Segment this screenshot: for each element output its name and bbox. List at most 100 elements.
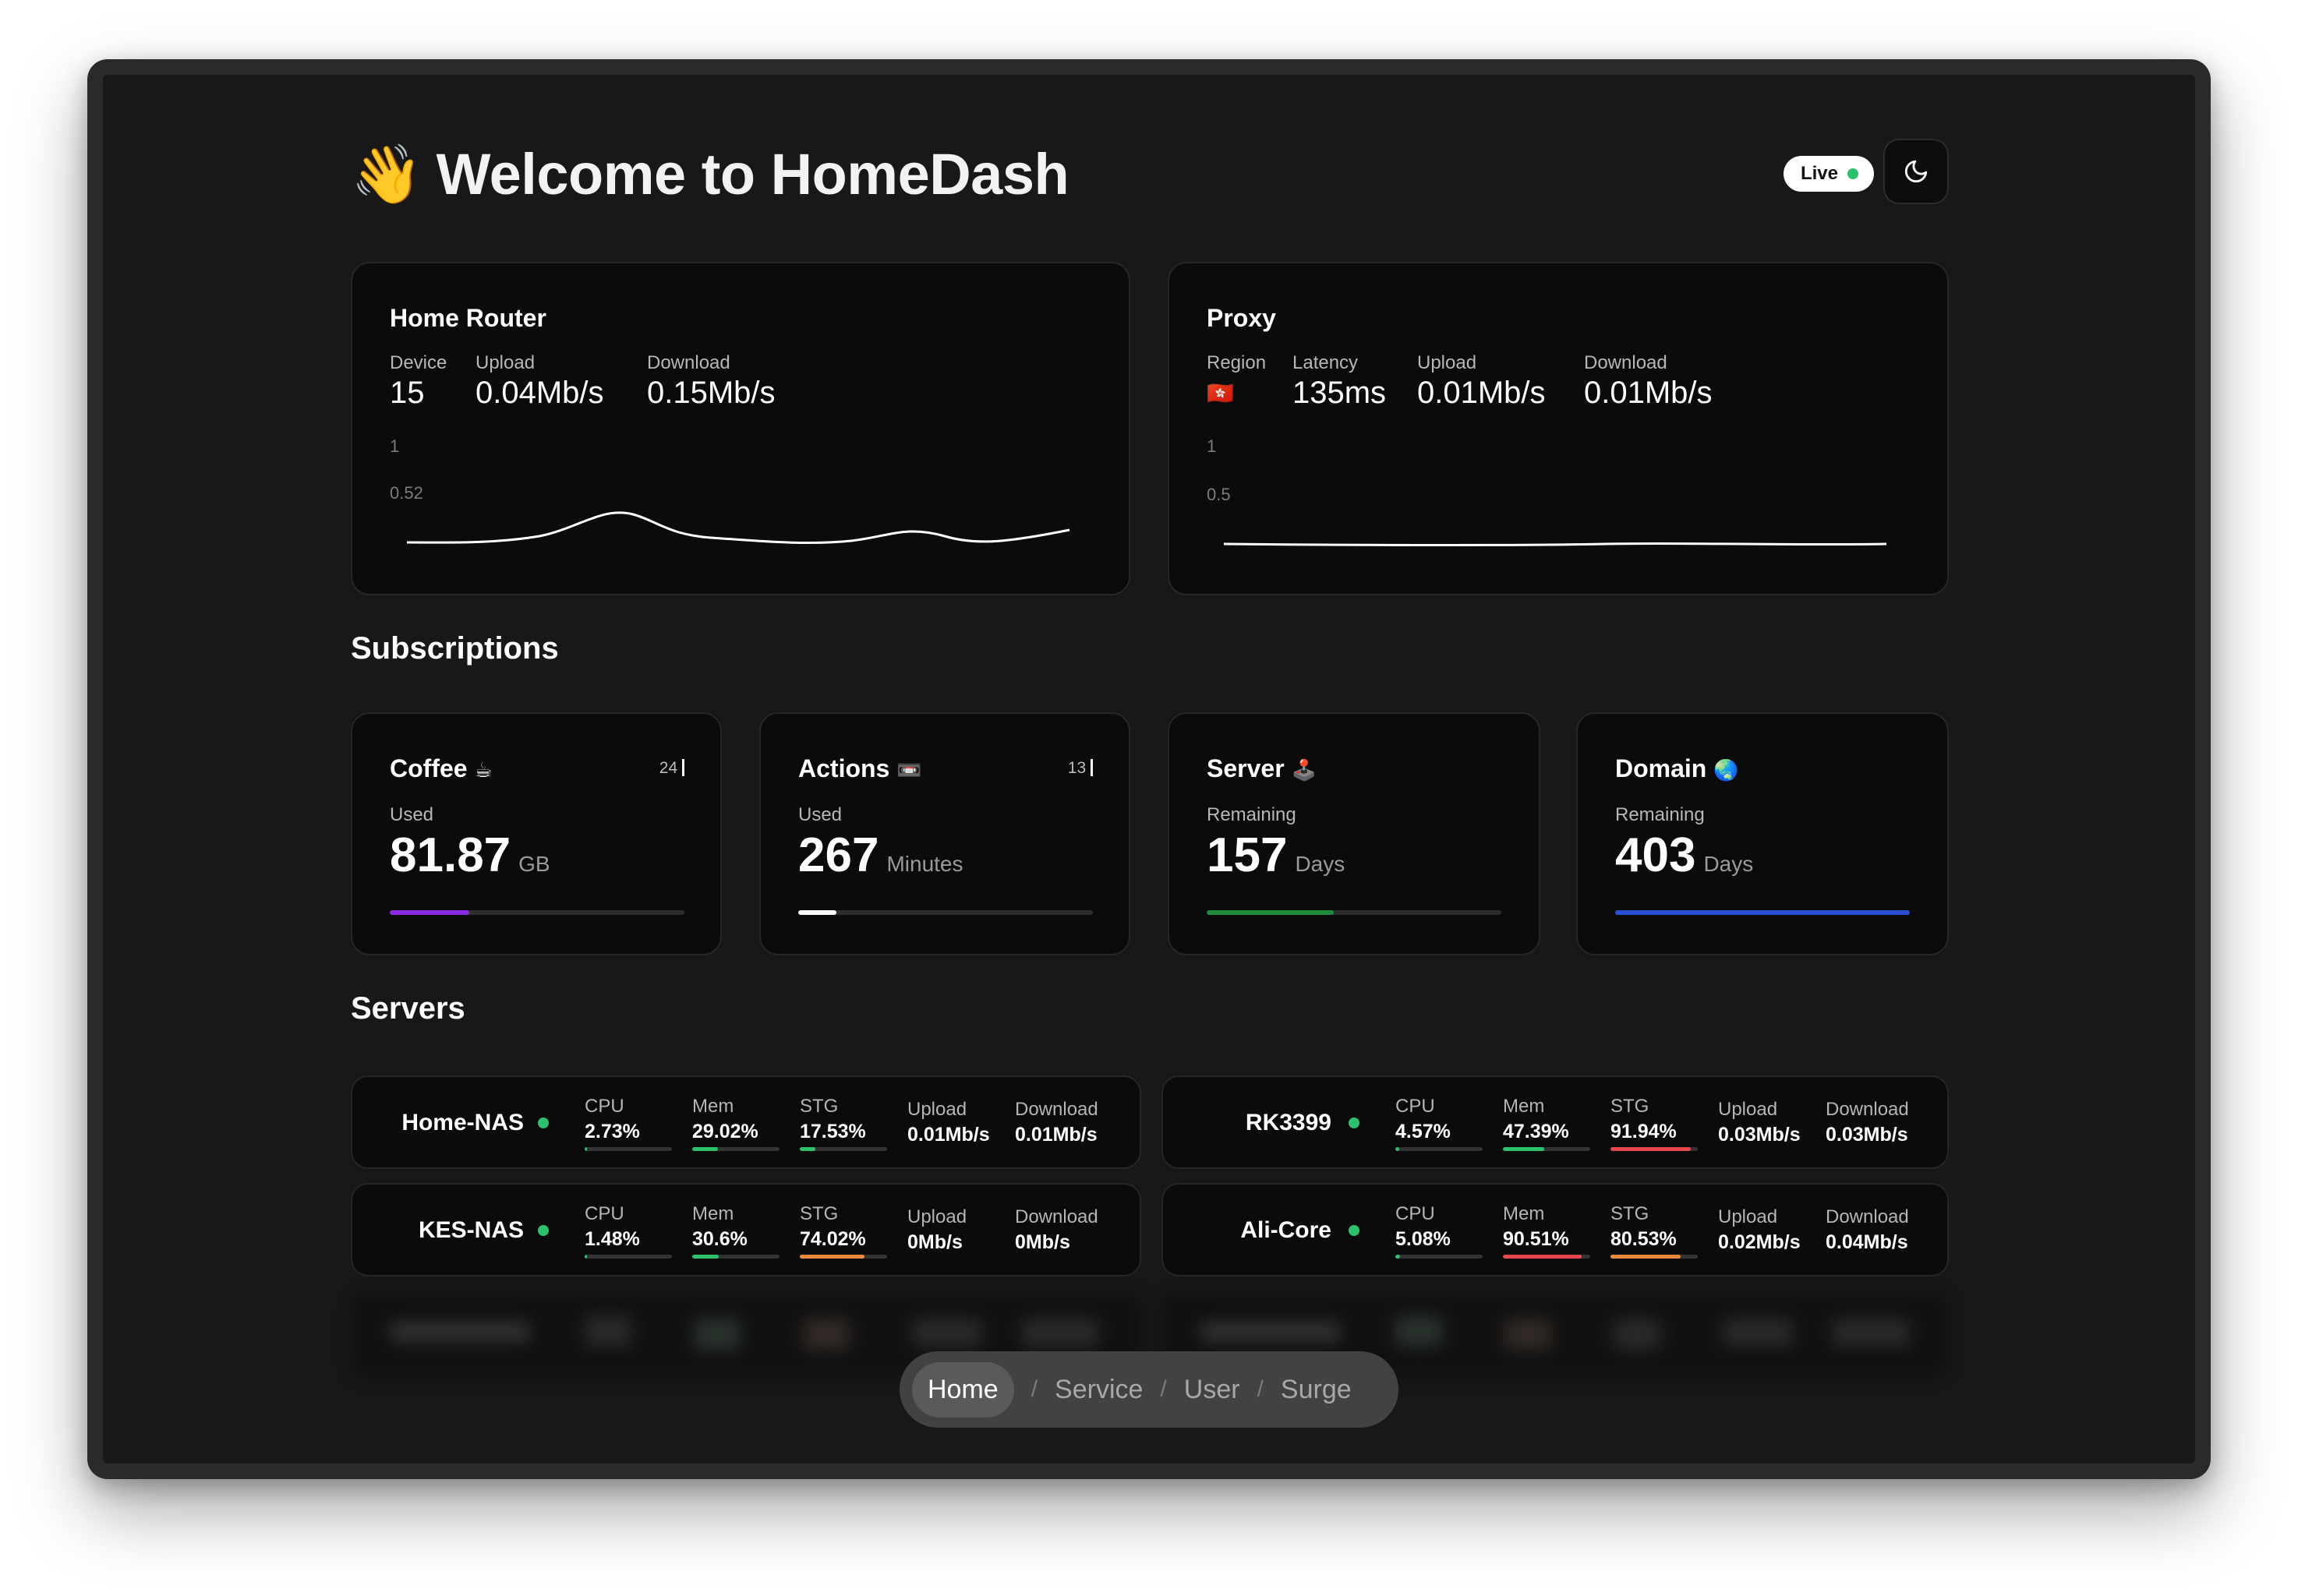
server-card[interactable]: Home-NAS CPU 2.73% Mem 29.02% STG 17.53% Upload… [351,1075,1141,1169]
metric-bar-mem [692,1255,780,1259]
server-card[interactable]: RK3399 CPU 4.57% Mem 47.39% STG 91.94% Upload 0.… [1161,1075,1949,1169]
router-traffic-chart [406,511,1070,545]
subscription-name: Server 🕹️ [1207,754,1317,782]
metric-value-mem: 29.02% [692,1121,758,1142]
metric-label-stg: STG [800,1096,839,1117]
progress-fill [1615,910,1910,915]
metric-label-download: Download [1826,1099,1909,1120]
progress-fill [390,910,470,915]
subscription-card-coffee[interactable]: Coffee ☕ 24 Used 81.87 GB [351,712,722,955]
metric-bar-fill [800,1255,864,1259]
nav-separator: / [1160,1376,1167,1402]
proxy-traffic-chart [1223,542,1887,546]
subscriptions-heading: Subscriptions [351,631,559,666]
subscription-progress [1207,910,1501,915]
metric-label-mem: Mem [692,1096,734,1117]
device-frame: 👋 Welcome to HomeDash Live Home Router De… [87,59,2211,1479]
metric-label-cpu: CPU [585,1096,624,1117]
server-name: KES-NAS [418,1217,524,1243]
subscription-label: Used [390,804,434,825]
globe-icon: 🌏 [1713,758,1739,782]
metric-value-stg: 17.53% [800,1121,866,1142]
subscription-value: 267 Minutes [798,828,963,882]
stat-label: Upload [1417,352,1477,373]
metric-bar-fill [1395,1255,1400,1259]
metric-value-upload: 0.03Mb/s [1718,1124,1801,1146]
server-name: Home-NAS [401,1110,524,1135]
metric-bar-fill [692,1147,718,1151]
nav-item-home[interactable]: Home [912,1361,1014,1418]
subscription-count: 13 [1068,759,1093,778]
metric-value-cpu: 5.08% [1395,1228,1451,1250]
metric-value-upload: 0.02Mb/s [1718,1231,1801,1253]
stat-label: Download [1584,352,1667,373]
metric-value-download: 0Mb/s [1015,1231,1070,1253]
metric-value-cpu: 4.57% [1395,1121,1451,1142]
stat-label: Latency [1292,352,1359,373]
subscription-name: Domain 🌏 [1615,754,1739,782]
metric-label-download: Download [1826,1206,1909,1227]
metric-label-mem: Mem [692,1203,734,1224]
metric-label-upload: Upload [907,1099,967,1120]
chart-axis-label: 1 [1207,436,1217,456]
metric-label-cpu: CPU [1395,1203,1435,1224]
metric-value-stg: 91.94% [1610,1121,1677,1142]
card-title: Home Router [390,304,546,332]
progress-fill [1207,910,1334,915]
server-card[interactable]: KES-NAS CPU 1.48% Mem 30.6% STG 74.02% Upload 0M… [351,1183,1141,1276]
metric-value-mem: 90.51% [1503,1228,1569,1250]
subscription-card-actions[interactable]: Actions 📼 13 Used 267 Minutes [759,712,1130,955]
metric-bar-mem [1503,1147,1590,1151]
subscription-value: 403 Days [1615,828,1754,882]
home-router-card: Home Router Device 15 Upload 0.04Mb/s Do… [351,262,1130,595]
metric-label-stg: STG [1610,1203,1649,1224]
subscription-card-server[interactable]: Server 🕹️ Remaining 157 Days [1168,712,1540,955]
nav-item-user[interactable]: User [1183,1374,1240,1404]
online-status-dot [538,1225,549,1236]
page-header: 👋 Welcome to HomeDash Live [351,136,1949,214]
videocassette-icon: 📼 [896,758,922,782]
metric-label-mem: Mem [1503,1096,1545,1117]
metric-bar-cpu [1395,1255,1483,1259]
subscription-label: Remaining [1615,804,1705,825]
server-card[interactable]: Ali-Core CPU 5.08% Mem 90.51% STG 80.53% Upload… [1161,1183,1949,1276]
live-label: Live [1800,163,1838,184]
chart-axis-label: 0.5 [1207,485,1231,504]
subscription-name: Coffee ☕ [390,754,493,782]
metric-label-download: Download [1015,1099,1098,1120]
proxy-card: Proxy Region 🇭🇰 Latency 135ms Upload 0.0… [1168,262,1949,595]
metric-bar-stg [1610,1255,1698,1259]
metric-label-upload: Upload [1718,1206,1778,1227]
metric-bar-cpu [585,1255,672,1259]
metric-bar-fill [1610,1147,1691,1151]
app-screen: 👋 Welcome to HomeDash Live Home Router De… [103,75,2195,1464]
metric-bar-cpu [1395,1147,1483,1151]
nav-item-service[interactable]: Service [1055,1374,1144,1404]
metric-bar-stg [800,1255,887,1259]
metric-value-mem: 30.6% [692,1228,748,1250]
coffee-icon: ☕ [474,758,493,782]
servers-heading: Servers [351,991,465,1026]
metric-label-download: Download [1015,1206,1098,1227]
subscription-card-domain[interactable]: Domain 🌏 Remaining 403 Days [1576,712,1949,955]
metric-bar-fill [585,1147,588,1151]
stat-value: 0.01Mb/s [1584,376,1713,410]
metric-bar-fill [1395,1147,1400,1151]
wave-emoji-icon: 👋 [351,142,422,207]
stat-value: 0.04Mb/s [476,376,604,410]
subscription-value: 81.87 GB [390,828,550,882]
metric-value-cpu: 2.73% [585,1121,640,1142]
metric-label-upload: Upload [907,1206,967,1227]
online-status-dot [1349,1118,1359,1128]
theme-toggle-button[interactable] [1883,139,1949,204]
metric-bar-cpu [585,1147,672,1151]
metric-bar-fill [800,1147,815,1151]
nav-separator: / [1031,1376,1038,1402]
progress-fill [798,910,837,915]
live-dot-icon [1847,168,1858,179]
live-status-badge: Live [1783,156,1874,192]
metric-bar-stg [800,1147,887,1151]
nav-item-surge[interactable]: Surge [1280,1374,1352,1404]
metric-bar-fill [1503,1147,1545,1151]
online-status-dot [538,1118,549,1128]
